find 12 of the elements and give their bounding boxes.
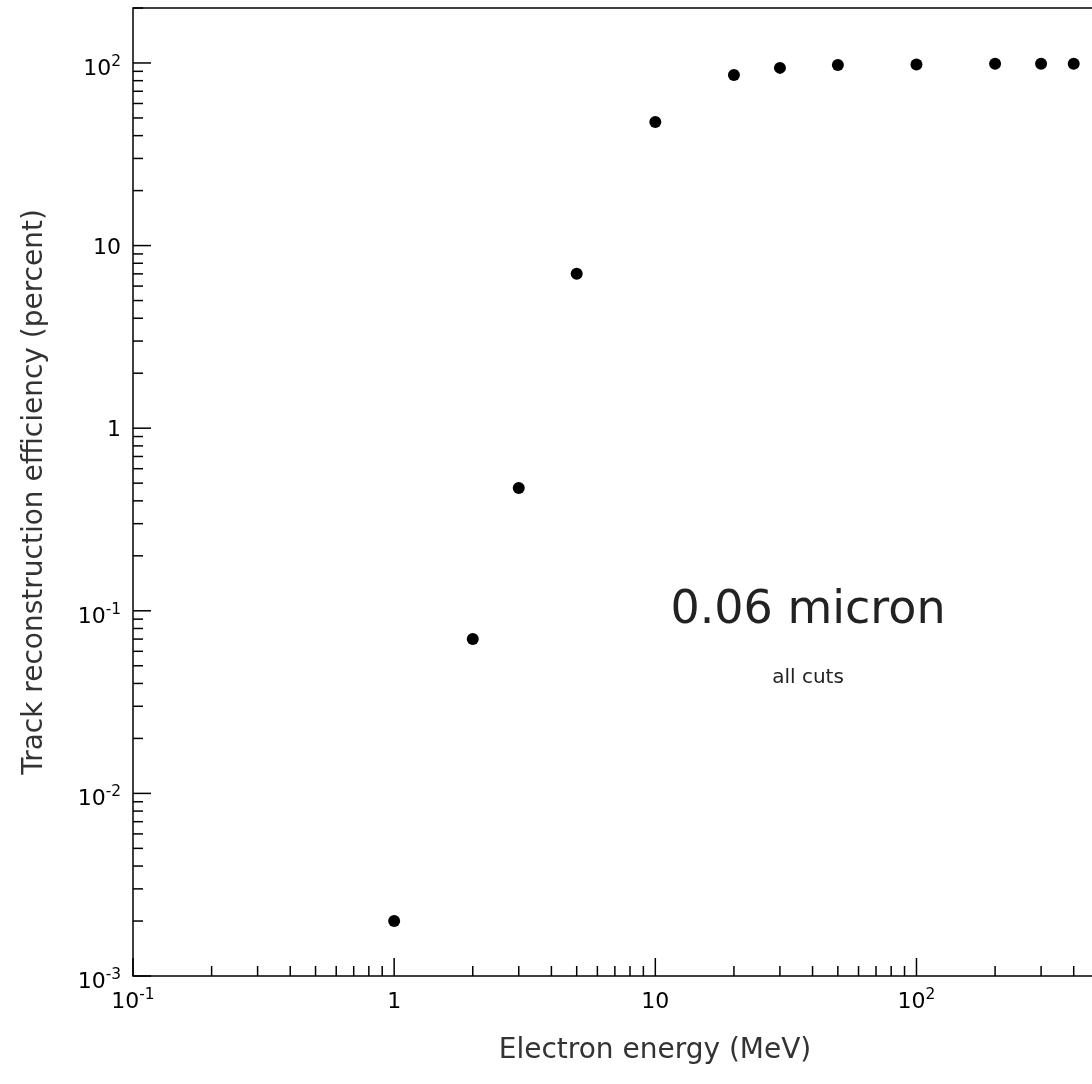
annotation: all cuts xyxy=(772,664,844,688)
annotation: 0.06 micron xyxy=(670,580,946,634)
x-tick-label: 10$^{2}$ xyxy=(897,985,936,1013)
y-tick-label: 10$^{2}$ xyxy=(83,51,121,80)
x-tick-label: 10 xyxy=(641,988,670,1013)
y-tick-label: 10$^{-1}$ xyxy=(77,599,121,628)
x-axis-title: Electron energy (MeV) xyxy=(498,1032,812,1065)
y-tick-label: 1 xyxy=(107,416,121,442)
y-axis-title: Track reconstruction efficiency (percent) xyxy=(16,209,49,776)
y-tick-label: 10 xyxy=(93,233,121,259)
x-tick-label: 1 xyxy=(387,988,402,1013)
y-tick-label: 10$^{-2}$ xyxy=(77,782,121,811)
